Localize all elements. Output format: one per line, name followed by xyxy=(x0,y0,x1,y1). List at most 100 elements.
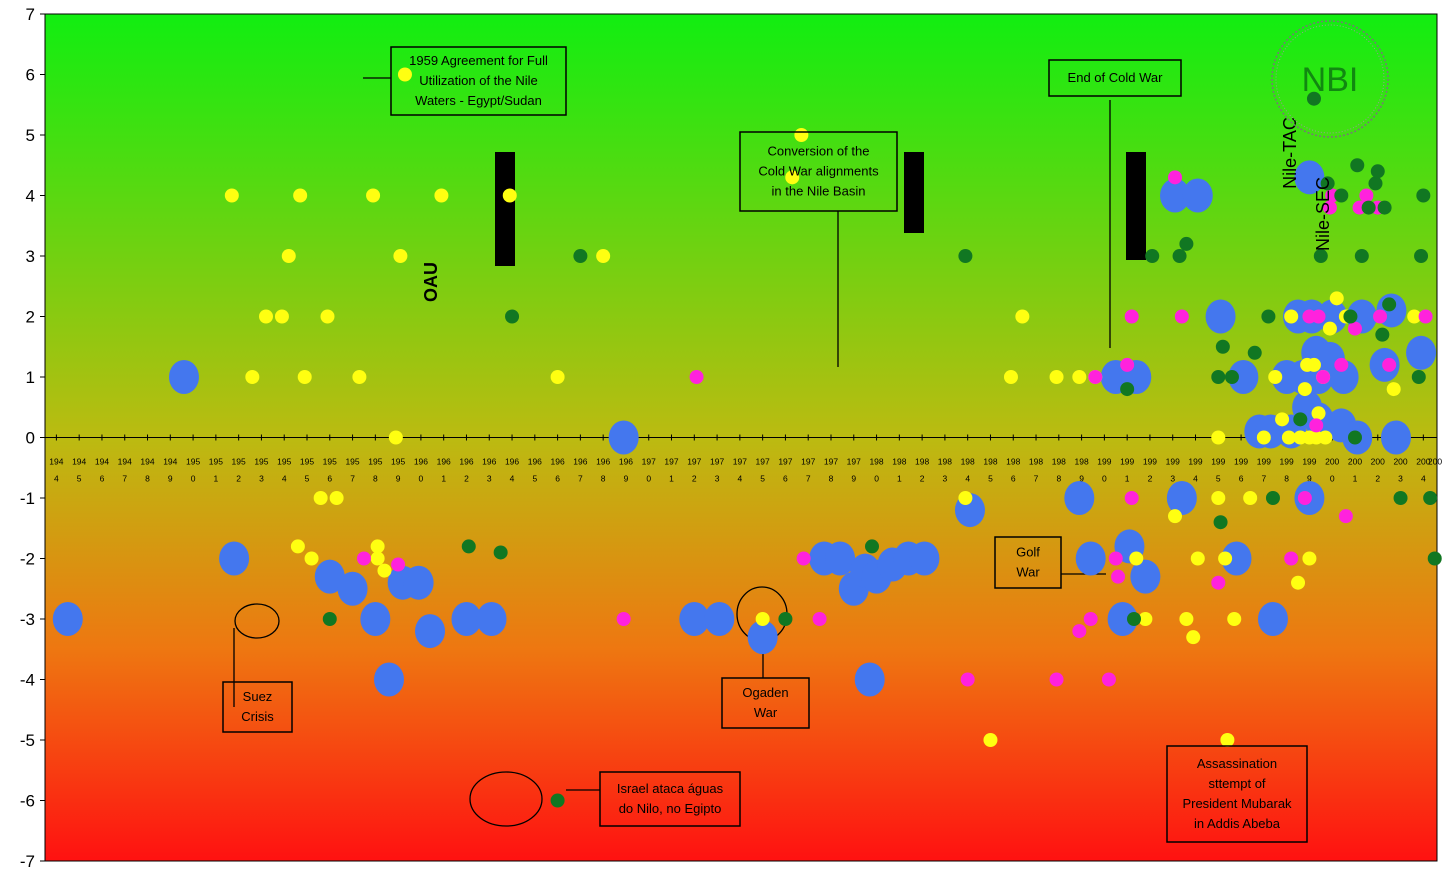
annotation-frame xyxy=(721,677,810,729)
x-tick-label-bottom: 6 xyxy=(555,474,560,484)
yellow-point xyxy=(755,612,770,626)
x-tick-label-top: 199 xyxy=(1120,457,1134,467)
annotation-text: Conversion of the xyxy=(768,144,870,159)
x-tick-label-top: 194 xyxy=(140,457,154,467)
yellow-point xyxy=(550,370,565,384)
nbi-logo: NBI xyxy=(1271,20,1389,138)
yellow-point xyxy=(1318,430,1333,445)
x-tick-label-top: 200 xyxy=(1416,457,1430,467)
yellow-point xyxy=(1297,382,1312,397)
circle-suez-crisis xyxy=(234,603,280,639)
yellow-point xyxy=(502,188,517,203)
x-tick-label-top: 196 xyxy=(596,457,610,467)
x-tick-label-top: 199 xyxy=(1143,457,1157,467)
green-point xyxy=(864,539,879,554)
yellow-point xyxy=(313,491,328,505)
yellow-point xyxy=(1049,370,1064,384)
y-tick-label: -4 xyxy=(20,671,35,690)
magenta-point xyxy=(689,370,704,384)
x-tick-label-top: 198 xyxy=(892,457,906,467)
y-tick-label: 1 xyxy=(26,368,35,387)
blue-point xyxy=(825,541,856,576)
yellow-point xyxy=(958,491,973,505)
green-point xyxy=(493,545,508,560)
yellow-point xyxy=(293,188,308,203)
annotation-text: sttempt of xyxy=(1208,776,1265,791)
x-tick-label-bottom: 2 xyxy=(692,474,697,484)
nbi-logo-text: NBI xyxy=(1302,61,1359,99)
x-tick-label-bottom: 8 xyxy=(373,474,378,484)
x-tick-label-top: 196 xyxy=(437,457,451,467)
green-point xyxy=(322,612,337,626)
x-tick-label-bottom: 0 xyxy=(419,474,424,484)
annotation-box: Assassination sttempt of President Mubarak… xyxy=(1166,745,1308,843)
x-tick-label-top: 200 xyxy=(1428,457,1442,467)
x-tick-label-bottom: 0 xyxy=(874,474,879,484)
x-tick-label-bottom: 6 xyxy=(1011,474,1016,484)
yellow-point xyxy=(1186,630,1201,645)
y-axis: 7 6 5 4 3 2 1 0 -1 -2 -3 -4 -5 -6 -7 xyxy=(20,5,46,871)
x-tick-label-top: 195 xyxy=(323,457,337,467)
magenta-point xyxy=(1174,309,1189,324)
magenta-point xyxy=(1101,672,1116,687)
x-tick-label-top: 197 xyxy=(847,457,861,467)
green-point xyxy=(1320,176,1335,191)
green-point xyxy=(1247,345,1262,360)
yellow-point xyxy=(393,249,408,263)
x-tick-label-bottom: 7 xyxy=(350,474,355,484)
blue-point xyxy=(476,602,507,636)
yellow-point xyxy=(1190,551,1205,566)
magenta-point xyxy=(1083,612,1098,626)
y-tick-label: 6 xyxy=(26,66,35,85)
x-tick-label-top: 197 xyxy=(801,457,815,467)
green-point xyxy=(1145,249,1160,263)
x-tick-label-top: 195 xyxy=(277,457,291,467)
yellow-point xyxy=(1015,309,1030,324)
x-tick-label-top: 200 xyxy=(1348,457,1362,467)
x-tick-label-top: 196 xyxy=(528,457,542,467)
yellow-point xyxy=(366,188,381,203)
green-point xyxy=(1393,491,1408,505)
yellow-point xyxy=(224,188,239,203)
x-tick-label-bottom: 9 xyxy=(851,474,856,484)
x-axis: 1944194519461947194819491950195119521953… xyxy=(45,434,1442,484)
x-tick-label-top: 200 xyxy=(1371,457,1385,467)
x-tick-label-top: 200 xyxy=(1325,457,1339,467)
y-tick-label: -2 xyxy=(20,550,35,569)
x-tick-label-bottom: 0 xyxy=(646,474,651,484)
x-tick-label-top: 198 xyxy=(961,457,975,467)
y-tick-label: -7 xyxy=(20,852,35,871)
x-tick-label-top: 199 xyxy=(1211,457,1225,467)
y-tick-label: 7 xyxy=(26,5,35,24)
green-point xyxy=(1347,430,1362,445)
x-tick-label-top: 197 xyxy=(710,457,724,467)
magenta-point xyxy=(1311,309,1326,324)
blue-point xyxy=(314,559,345,594)
black-bar-1991 xyxy=(1126,152,1146,260)
nile-tac-label: Nile-TAC xyxy=(1280,117,1300,189)
blue-point xyxy=(1064,481,1095,515)
magenta-point xyxy=(1347,321,1362,336)
yellow-point xyxy=(1243,491,1258,505)
green-point xyxy=(1306,91,1321,106)
x-tick-label-bottom: 1 xyxy=(669,474,674,484)
yellow-point xyxy=(320,309,335,324)
y-tick-label: 5 xyxy=(26,126,35,145)
x-tick-label-top: 198 xyxy=(1006,457,1020,467)
green-point xyxy=(1377,200,1392,215)
black-bars xyxy=(495,152,1146,266)
green-point xyxy=(1411,370,1426,384)
x-tick-label-top: 197 xyxy=(664,457,678,467)
magenta-point xyxy=(960,672,975,687)
yellow-point xyxy=(1218,551,1233,566)
magenta-point xyxy=(1309,418,1324,433)
magenta-point xyxy=(1322,200,1337,215)
x-tick-label-top: 198 xyxy=(1075,457,1089,467)
green-point xyxy=(1350,158,1365,173)
x-tick-label-top: 197 xyxy=(687,457,701,467)
x-tick-label-top: 198 xyxy=(983,457,997,467)
annotation-box: Suez Crisis xyxy=(222,681,293,733)
yellow-point xyxy=(352,370,367,384)
green-point xyxy=(1423,491,1438,505)
yellow-point xyxy=(281,249,296,263)
